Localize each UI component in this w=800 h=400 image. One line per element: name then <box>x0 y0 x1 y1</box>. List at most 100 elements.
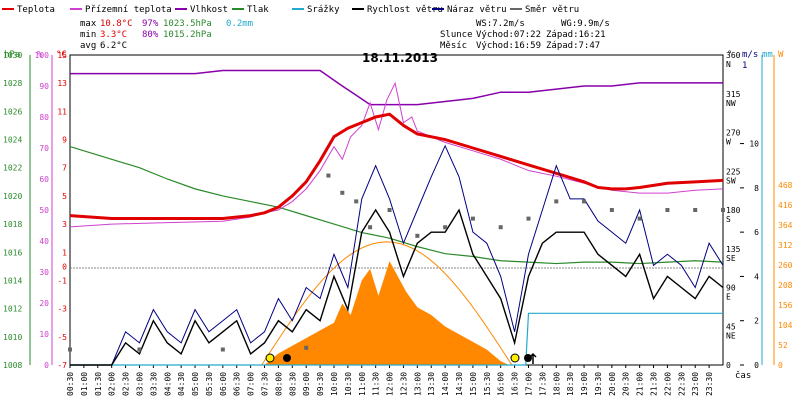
up-arrow-icon <box>529 352 537 364</box>
x-tick-label: 08:00 <box>274 372 283 396</box>
wind-dir-point <box>470 216 475 221</box>
legend-label-tlak: Tlak <box>247 5 269 15</box>
x-tick-label: 04:30 <box>177 372 186 396</box>
deg-tick-label: 225 <box>726 167 741 176</box>
stats-min-hum: 80% <box>142 30 159 40</box>
hpa-tick-label: 1008 <box>3 361 22 370</box>
hpa-tick-label: 1024 <box>3 136 22 145</box>
hpa-tick-label: 1026 <box>3 107 22 116</box>
ms-tick-label: 4 <box>754 272 759 281</box>
pct-tick-label: 40 <box>39 237 49 246</box>
series-tlak-line <box>69 146 724 265</box>
x-tick-label: 17:30 <box>538 372 547 396</box>
c-tick-label: 7 <box>62 164 67 173</box>
hpa-axis: 1030 1028 1026 1024 1022 1020 1018 1016 1014 1012… <box>3 51 31 370</box>
c-axis-title: °C <box>56 50 67 60</box>
legend-label-vlhkost: Vlhkost <box>190 5 228 15</box>
x-tick-label: 03:30 <box>149 372 158 396</box>
pct-tick-label: 70 <box>39 144 49 153</box>
legend-swatch-rychlost <box>352 8 364 10</box>
hpa-tick-label: 1014 <box>3 276 22 285</box>
deg-tick-label: 0 <box>726 361 731 370</box>
pct-tick-label: 30 <box>39 268 49 277</box>
stats-avg-temp: 6.2°C <box>100 41 127 51</box>
info-sun-set: Západ:16:21 <box>546 30 606 40</box>
wind-dir-point <box>609 208 614 212</box>
series-naraz-line <box>70 144 724 366</box>
pct-tick-label: 80 <box>39 113 49 122</box>
x-tick-label: 14:00 <box>441 372 450 396</box>
ms-axis: 10 8 6 4 2 0 <box>740 55 763 370</box>
legend-swatch-tlak <box>232 8 244 10</box>
stats-min-temp: 3.3°C <box>100 30 127 40</box>
x-axis-title: čas <box>735 370 751 381</box>
deg-tick-label: 315 <box>726 90 741 99</box>
x-tick-label: 22:00 <box>663 372 672 396</box>
w-axis-title: W <box>778 50 784 60</box>
legend-swatch-vlhkost <box>175 8 187 10</box>
dir-tick-label: E <box>726 293 731 302</box>
pct-tick-label: 0 <box>44 361 49 370</box>
hpa-tick-label: 1020 <box>3 192 22 201</box>
w-tick-label: 52 <box>778 341 788 350</box>
x-tick-label: 05:30 <box>205 372 214 396</box>
x-tick-label: 12:00 <box>386 372 395 396</box>
wind-dir-point <box>526 216 531 221</box>
dir-tick-label: S <box>726 215 731 224</box>
c-tick-label: 3 <box>62 220 67 229</box>
c-tick-label: -1 <box>57 276 67 285</box>
hpa-tick-label: 1012 <box>3 305 22 314</box>
wind-dir-point <box>340 190 345 195</box>
hpa-tick-label: 1022 <box>3 164 22 173</box>
legend-label-naraz: Náraz větru <box>447 5 507 15</box>
legend-label-teplota: Teplota <box>17 5 55 15</box>
info-moon-set: Západ:7:47 <box>546 41 600 51</box>
c-tick-label: 15 <box>57 51 67 60</box>
hpa-axis-title: hPa <box>4 50 20 60</box>
wind-dir-point <box>693 208 698 212</box>
wind-dir-point <box>137 347 142 352</box>
wind-dir-point <box>326 173 331 178</box>
x-tick-label: 10:00 <box>330 372 339 396</box>
c-tick-label: 11 <box>57 107 67 116</box>
w-tick-label: 208 <box>778 281 793 290</box>
x-tick-label: 21:30 <box>650 372 659 396</box>
x-tick-label: 03:00 <box>135 372 144 396</box>
stats-max-rain: 0.2mm <box>226 19 253 29</box>
x-tick-label: 01:30 <box>94 372 103 396</box>
wind-dir-point <box>304 345 309 350</box>
x-tick-label: 23:30 <box>705 372 714 396</box>
chart-title: 18.11.2013 <box>362 51 438 65</box>
stats-max-press: 1023.5hPa <box>163 19 212 29</box>
wind-dir-point <box>443 225 448 230</box>
dir-tick-label: N <box>726 60 731 69</box>
ms-tick-label: 6 <box>754 228 759 237</box>
x-tick-label: 18:30 <box>566 372 575 396</box>
series-teplota-line <box>69 112 724 220</box>
legend-row: Teplota Přízemní teplota Vlhkost Tlak Sr… <box>2 5 579 15</box>
x-tick-label: 09:00 <box>302 372 311 396</box>
dir-tick-label: W <box>726 138 731 147</box>
w-tick-label: 104 <box>778 321 793 330</box>
c-tick-label: 9 <box>62 136 67 145</box>
wind-dir-point <box>554 199 559 204</box>
series-rychlost-line <box>70 208 724 366</box>
info-moon-rise: Východ:16:59 <box>476 41 541 51</box>
moonset-icon <box>283 354 291 362</box>
stats-max-label: max <box>80 19 97 29</box>
stats-block: max 10.8°C 97% 1023.5hPa 0.2mm min 3.3°C… <box>80 19 253 51</box>
x-tick-label: 21:00 <box>636 372 645 396</box>
wind-dir-point <box>354 199 359 204</box>
w-axis: 468 416 364 312 260 208 156 104 52 0 <box>773 55 793 370</box>
wind-dir-point <box>721 208 725 212</box>
w-tick-label: 0 <box>778 361 783 370</box>
w-tick-label: 156 <box>778 301 793 310</box>
w-tick-label: 260 <box>778 261 793 270</box>
dir-tick-label: NE <box>726 331 736 340</box>
legend-label-smer: Směr větru <box>525 5 579 15</box>
wind-dir-point <box>665 208 670 212</box>
hpa-tick-label: 1018 <box>3 220 22 229</box>
stats-max-hum: 97% <box>142 19 159 29</box>
x-tick-label: 19:30 <box>594 372 603 396</box>
